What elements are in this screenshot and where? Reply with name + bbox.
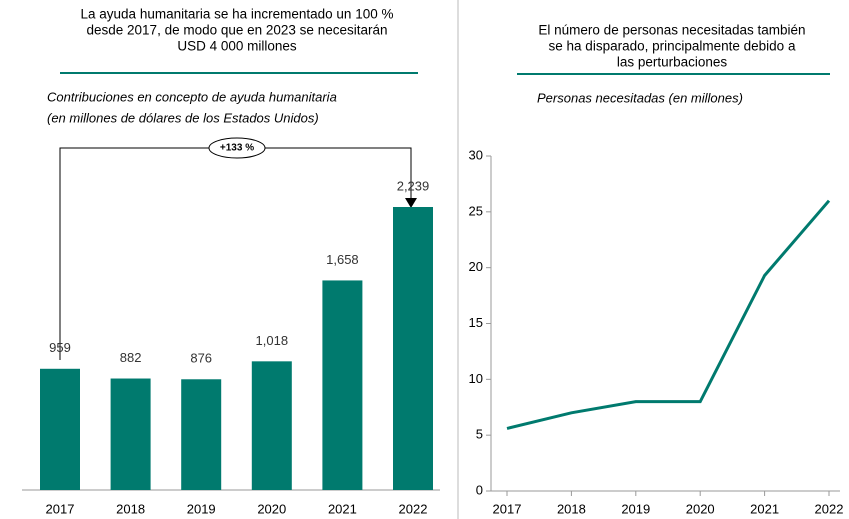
y-tick-label: 25 xyxy=(469,203,483,218)
bar xyxy=(393,207,433,490)
x-tick-label: 2021 xyxy=(328,501,357,516)
bar xyxy=(40,368,80,490)
chart-title: USD 4 000 millones xyxy=(177,39,297,54)
value-label: 1,018 xyxy=(256,333,289,348)
value-label: 882 xyxy=(120,350,142,365)
bar xyxy=(322,280,363,490)
chart-title: El número de personas necesitadas tambié… xyxy=(538,23,805,38)
y-tick-label: 15 xyxy=(469,315,483,330)
x-tick-label: 2020 xyxy=(686,501,715,516)
line xyxy=(506,199,831,430)
bar xyxy=(181,379,222,490)
x-tick-label: 2019 xyxy=(621,501,650,516)
chart-subtitle: Contribuciones en concepto de ayuda huma… xyxy=(47,89,337,104)
value-label: 876 xyxy=(190,351,212,366)
bar xyxy=(251,361,292,490)
bar xyxy=(110,378,151,490)
chart-title: desde 2017, de modo que en 2023 se neces… xyxy=(87,23,388,38)
x-tick-label: 2019 xyxy=(187,501,216,516)
y-tick-label: 10 xyxy=(469,371,483,386)
annotation: +133 % xyxy=(220,143,254,154)
annotation-oval xyxy=(208,137,266,159)
chart-title: La ayuda humanitaria se ha incrementado … xyxy=(81,7,394,22)
x-tick-label: 2017 xyxy=(46,501,75,516)
y-tick-label: 0 xyxy=(476,482,483,497)
arrow-head xyxy=(405,198,417,208)
value-label: 959 xyxy=(49,340,71,355)
x-tick-label: 2022 xyxy=(815,501,844,516)
x-tick-label: 2022 xyxy=(399,501,428,516)
x-tick-label: 2021 xyxy=(750,501,779,516)
value-label: 1,658 xyxy=(326,252,359,267)
x-tick-label: 2018 xyxy=(116,501,145,516)
chart-subtitle: Personas necesitadas (en millones) xyxy=(537,90,743,105)
x-tick-label: 2020 xyxy=(257,501,286,516)
y-tick-label: 30 xyxy=(469,147,483,162)
y-tick-label: 20 xyxy=(469,259,483,274)
value-label: 2,239 xyxy=(397,178,430,193)
chart-title: se ha disparado, principalmente debido a xyxy=(549,39,796,54)
chart-subtitle: (en millones de dólares de los Estados U… xyxy=(47,110,319,125)
x-tick-label: 2018 xyxy=(557,501,586,516)
chart-title: las perturbaciones xyxy=(617,55,728,70)
y-tick-label: 5 xyxy=(476,427,483,442)
x-tick-label: 2017 xyxy=(493,501,522,516)
